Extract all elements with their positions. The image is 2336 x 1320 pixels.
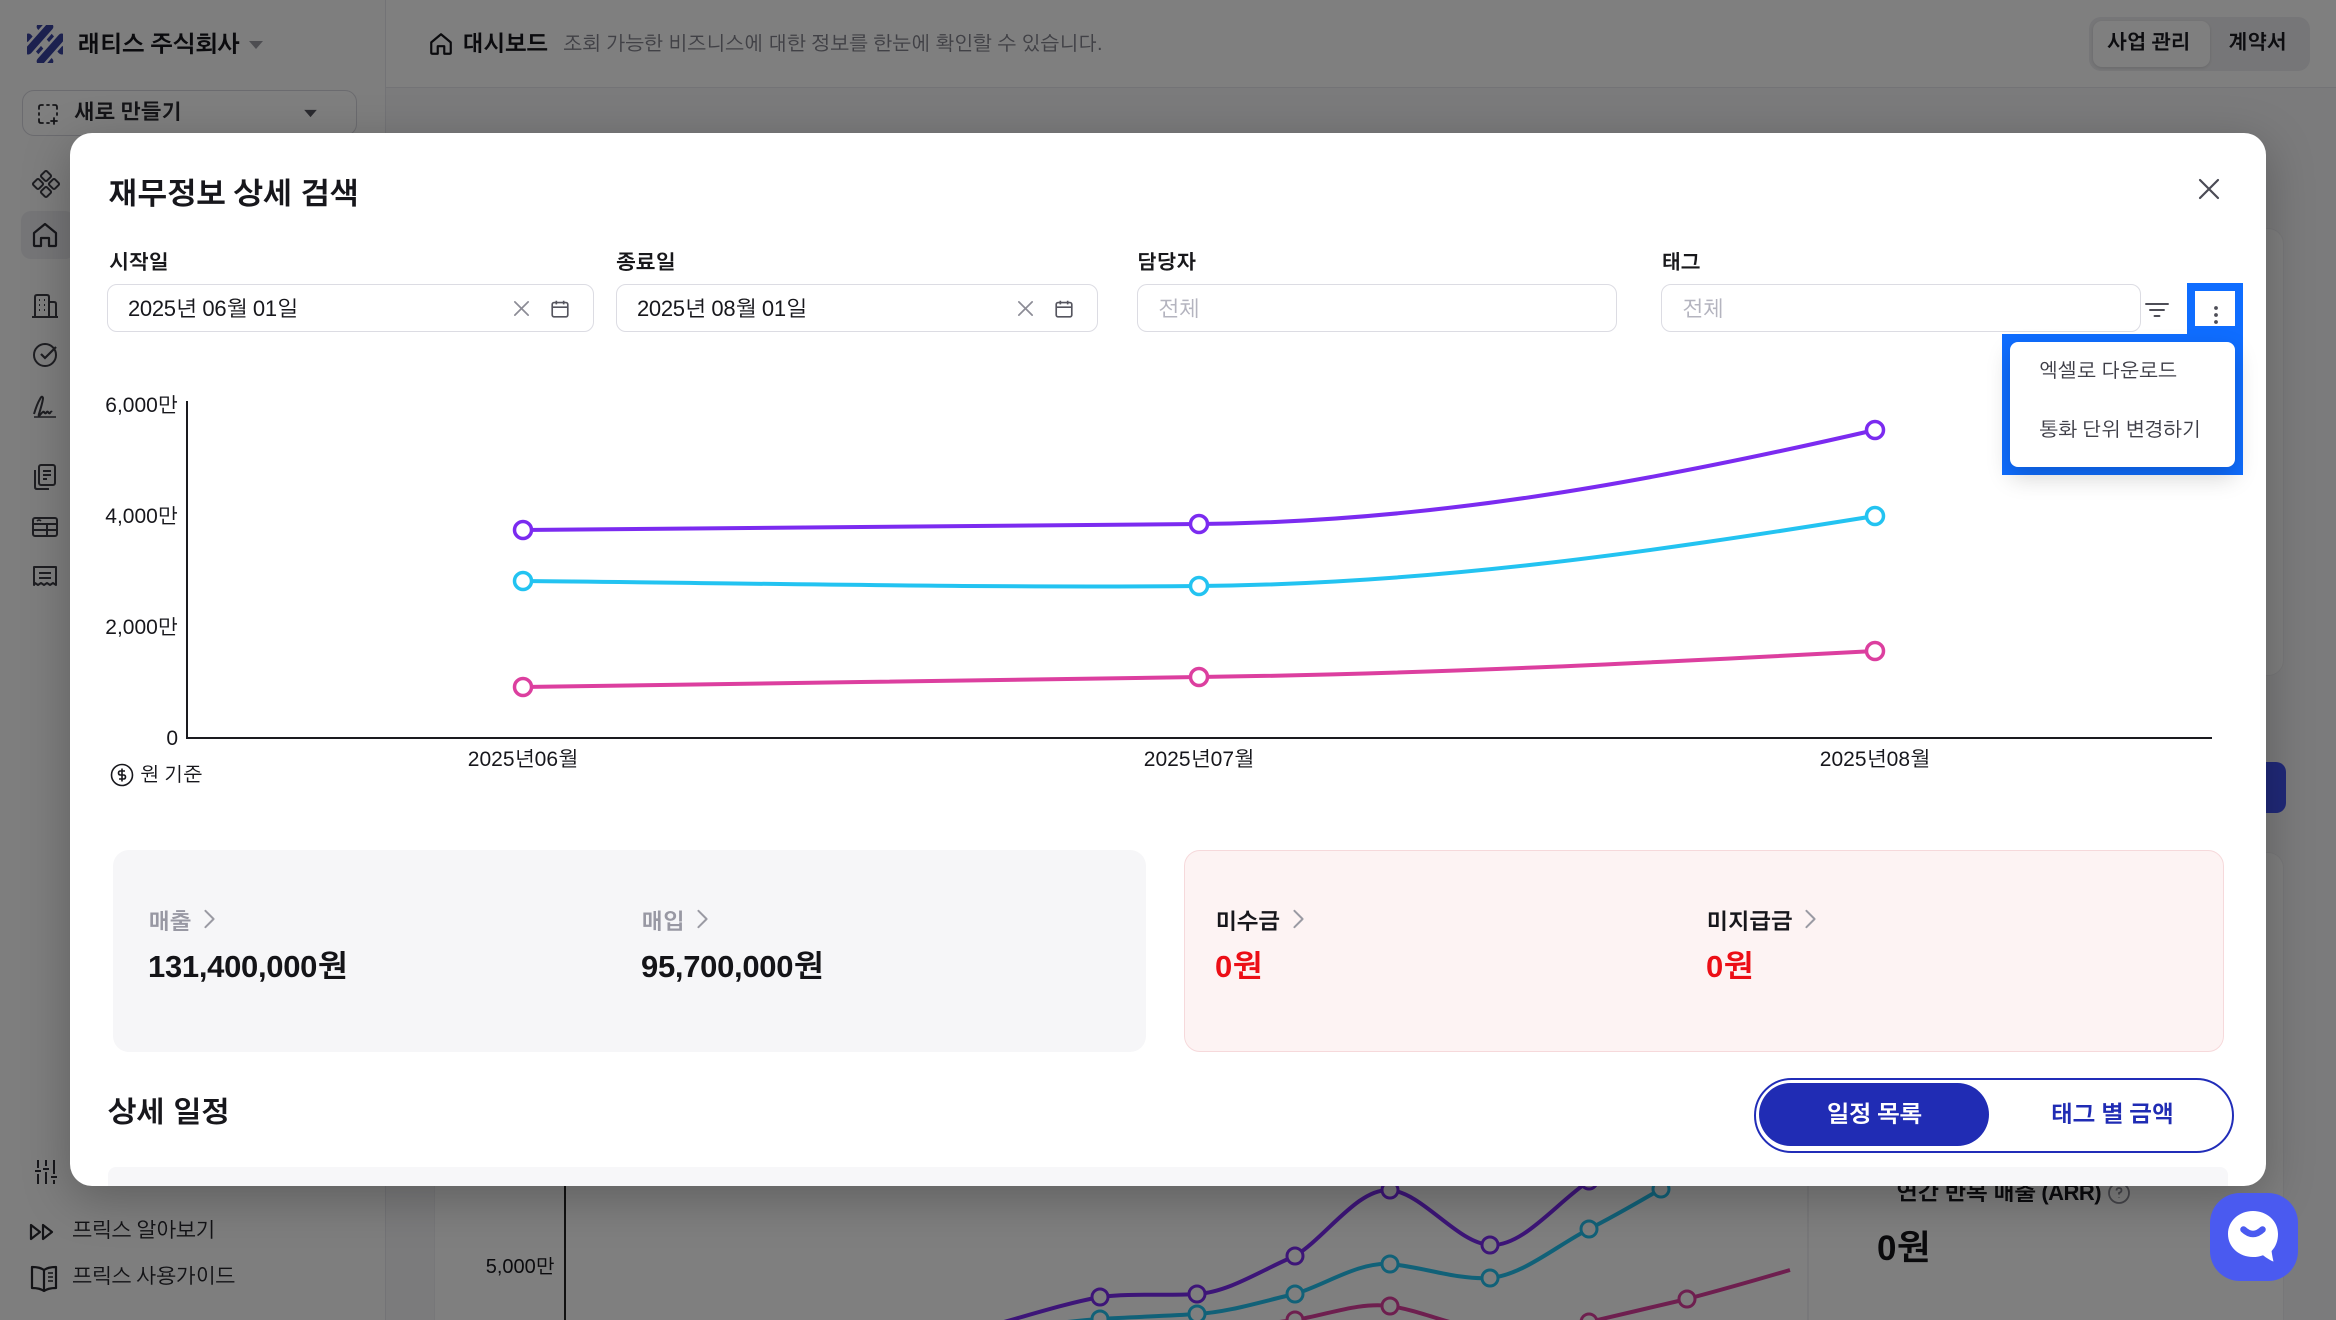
svg-text:4,000만: 4,000만 (105, 505, 178, 528)
svg-text:2025년08월: 2025년08월 (1820, 748, 1930, 771)
svg-text:6,000만: 6,000만 (105, 394, 178, 417)
svg-text:2,000만: 2,000만 (105, 616, 178, 639)
svg-text:2025년07월: 2025년07월 (1144, 748, 1254, 771)
svg-text:2025년06월: 2025년06월 (468, 748, 578, 771)
svg-text:0: 0 (166, 727, 178, 750)
